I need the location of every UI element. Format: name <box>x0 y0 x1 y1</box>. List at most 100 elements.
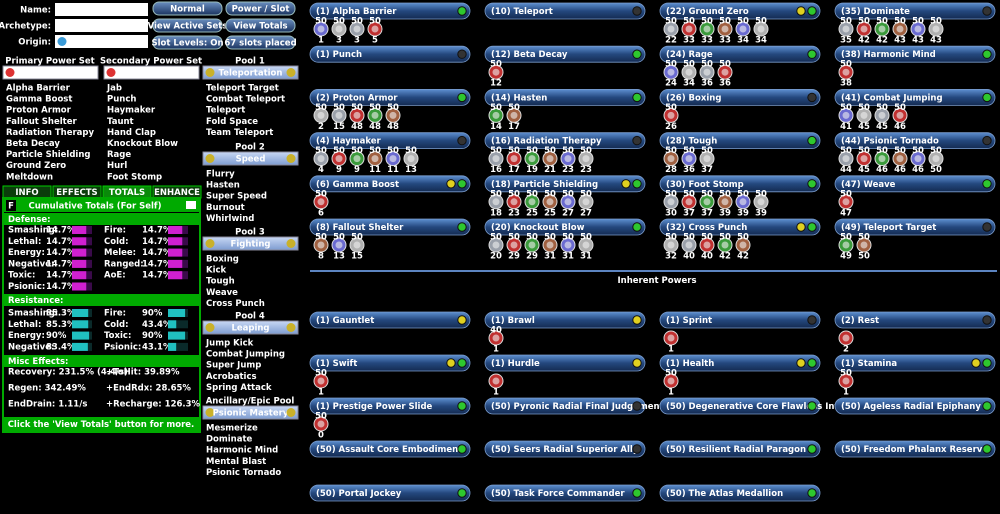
power-slot[interactable] <box>834 440 996 458</box>
power-option: Cross Punch <box>206 299 265 309</box>
button[interactable] <box>152 35 223 50</box>
power-slot[interactable] <box>309 132 471 150</box>
power-slot[interactable] <box>659 354 821 372</box>
power-slot[interactable] <box>834 132 996 150</box>
power-slot[interactable] <box>309 440 471 458</box>
power-slot[interactable] <box>309 354 471 372</box>
power-slot[interactable] <box>659 2 821 20</box>
power-slot[interactable] <box>484 397 646 415</box>
enhancement-core <box>582 155 590 163</box>
slot-level: 37 <box>701 165 713 175</box>
button[interactable] <box>152 18 223 33</box>
power-slot[interactable] <box>484 440 646 458</box>
enhancement-core <box>353 111 361 119</box>
origin-select[interactable] <box>55 35 148 48</box>
enhancement-core <box>842 241 850 249</box>
enhancement-core <box>492 241 500 249</box>
enhancement-core <box>667 68 675 76</box>
slot-level: 43 <box>894 36 906 46</box>
name-input[interactable] <box>55 3 148 16</box>
power-slot[interactable] <box>309 89 471 106</box>
power-slot[interactable] <box>834 218 996 236</box>
status-dot <box>457 135 467 146</box>
power-slot[interactable] <box>484 132 646 150</box>
power-slot[interactable] <box>834 354 996 372</box>
enhancement-core <box>842 334 850 342</box>
stat-name: Psionic: <box>104 342 141 352</box>
status-dot <box>457 179 467 189</box>
power-slot[interactable] <box>309 397 471 415</box>
button[interactable] <box>152 1 223 16</box>
power-slot[interactable] <box>659 218 821 236</box>
set-select[interactable] <box>103 65 200 80</box>
enhancement-level: 50 <box>719 17 731 27</box>
stat-name: Lethal: <box>8 237 41 247</box>
power-slot[interactable] <box>659 397 821 415</box>
set-select[interactable] <box>202 405 299 420</box>
enhancement-core <box>842 68 850 76</box>
power-slot[interactable] <box>659 175 821 193</box>
set-select[interactable] <box>202 65 299 80</box>
power-slot[interactable] <box>309 45 471 63</box>
power-slot[interactable] <box>834 89 996 106</box>
set-select[interactable] <box>2 65 99 80</box>
power-slot[interactable] <box>309 218 471 236</box>
power-slot[interactable] <box>834 2 996 20</box>
power-slot[interactable] <box>659 132 821 150</box>
slot-level: 1 <box>493 345 499 355</box>
set-select[interactable] <box>202 236 299 251</box>
stat-value: 85.3% <box>46 309 76 319</box>
enhancement-core <box>510 241 518 249</box>
power-slot[interactable] <box>834 397 996 415</box>
enhancement-core <box>757 198 765 206</box>
archetype-select[interactable] <box>55 19 148 32</box>
button[interactable] <box>225 1 296 16</box>
status-dot <box>457 358 467 368</box>
power-slot[interactable] <box>659 484 821 502</box>
power-slot[interactable] <box>659 45 821 63</box>
set-select[interactable] <box>202 151 299 166</box>
power-slot[interactable] <box>659 440 821 458</box>
power-slot[interactable] <box>309 311 471 329</box>
set-select[interactable] <box>202 320 299 335</box>
stat-value: 14.7% <box>46 237 76 247</box>
slot-level: 42 <box>858 36 870 46</box>
stat-name: Lethal: <box>8 320 41 330</box>
power-slot[interactable] <box>834 45 996 63</box>
stat-value: 14.7% <box>142 248 172 258</box>
enhancement-level: 50 <box>930 146 942 156</box>
enhancement-level: 50 <box>683 146 695 156</box>
button[interactable] <box>225 18 296 33</box>
power-slot[interactable] <box>484 484 646 502</box>
power-slot[interactable] <box>484 311 646 329</box>
button[interactable] <box>225 35 296 50</box>
slot-level: 40 <box>683 252 695 262</box>
power-slot[interactable] <box>834 311 996 329</box>
power-slot[interactable] <box>834 175 996 193</box>
power-slot[interactable] <box>484 89 646 106</box>
power-slot[interactable] <box>659 89 821 106</box>
set-name: Leaping <box>231 324 269 334</box>
power-slot[interactable] <box>484 45 646 63</box>
slot-level: 25 <box>526 208 538 218</box>
stat-bar <box>168 271 183 280</box>
power-slot[interactable] <box>484 354 646 372</box>
enhancement-level: 50 <box>858 17 870 27</box>
power-slot[interactable] <box>309 484 471 502</box>
enhancement-core <box>492 155 500 163</box>
enhancement-level: 50 <box>737 17 749 27</box>
power-slot[interactable] <box>484 218 646 236</box>
power-slot[interactable] <box>309 175 471 193</box>
slot-level: 13 <box>405 165 417 175</box>
power-slot[interactable] <box>659 311 821 329</box>
set-icon <box>286 154 296 163</box>
power-option: Beta Decay <box>6 139 60 149</box>
power-slot[interactable] <box>484 2 646 20</box>
slot-level: 33 <box>701 36 713 46</box>
enhancement-core <box>667 334 675 342</box>
power-slot[interactable] <box>484 175 646 193</box>
tab-label: EFFECTS <box>56 188 97 198</box>
enhancement-level: 50 <box>683 60 695 70</box>
power-slot[interactable] <box>309 2 471 20</box>
power-name: (1) Brawl <box>491 316 535 326</box>
